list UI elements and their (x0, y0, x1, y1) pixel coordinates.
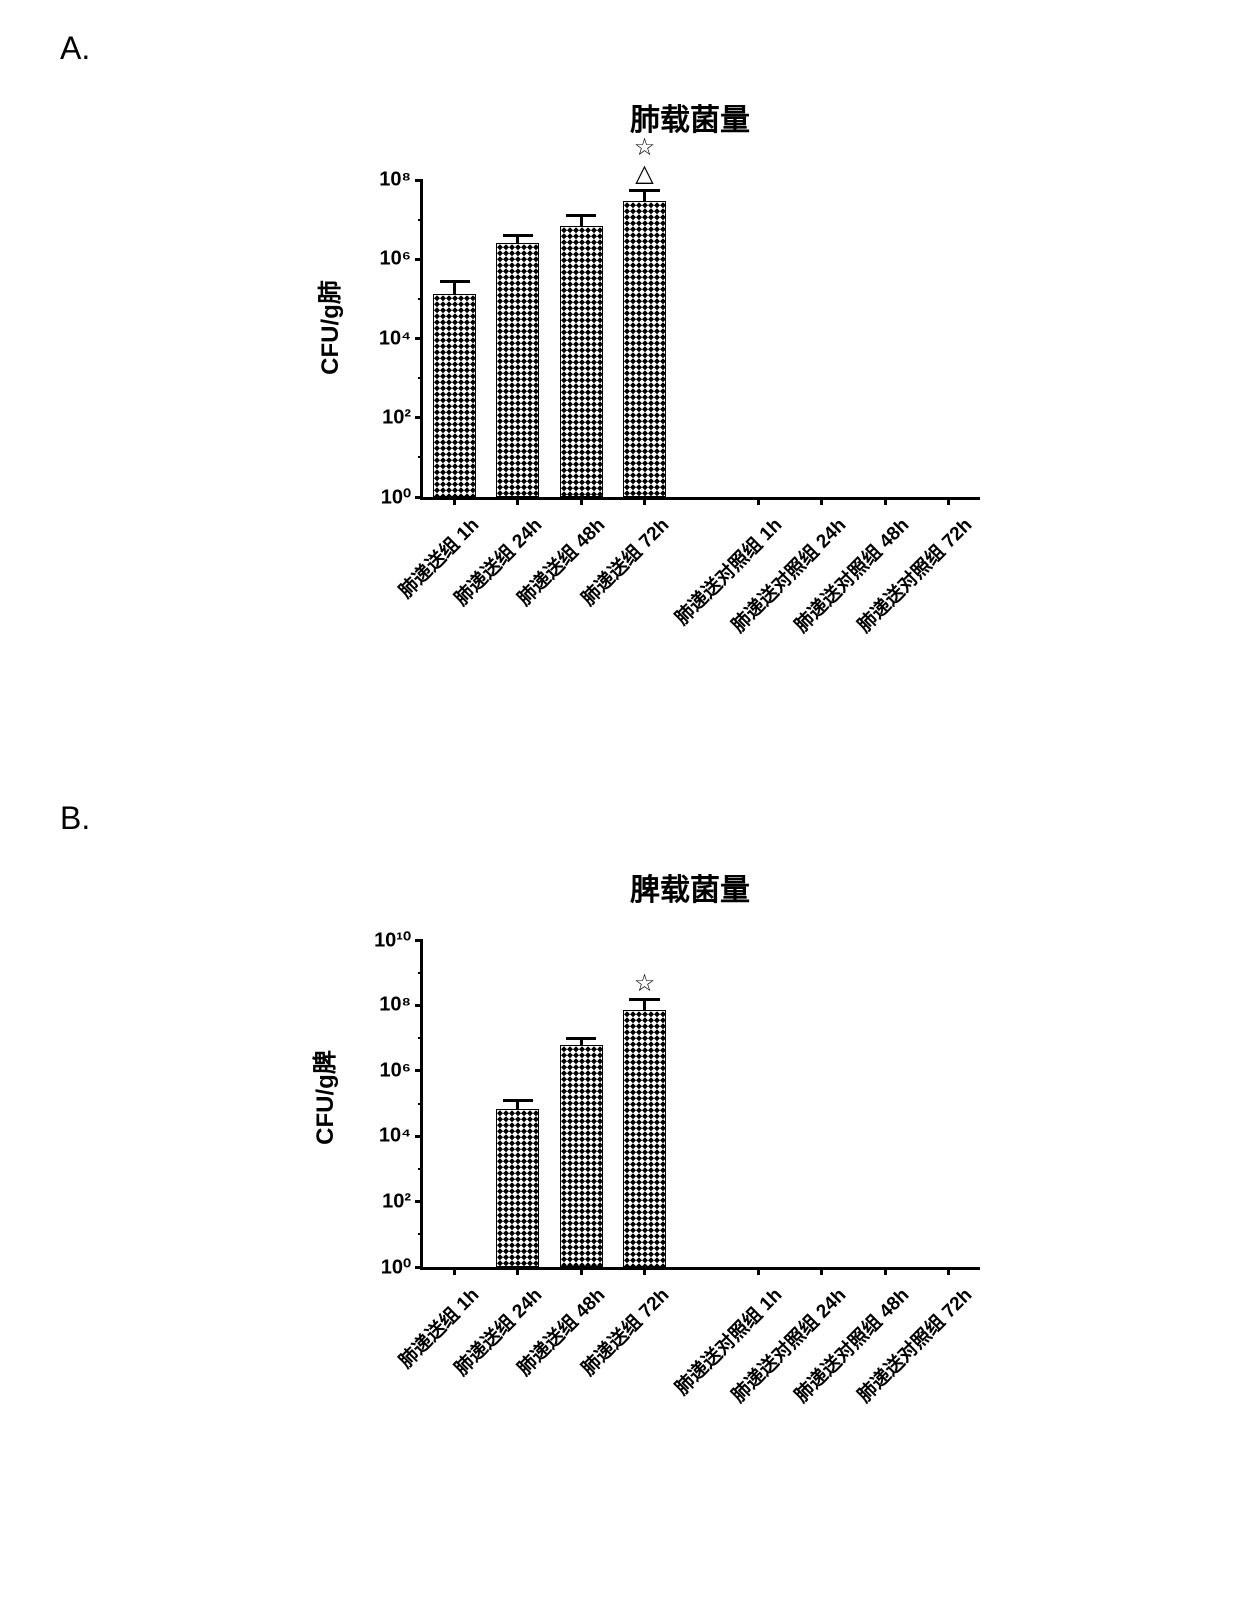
y-tick-label: 10¹⁰ (374, 928, 411, 953)
error-cap (629, 998, 659, 1001)
y-tick-label: 10⁸ (379, 169, 411, 192)
chart-a-plot: 10⁰10²10⁴10⁶10⁸肺递送组 1h肺递送组 24h肺递送组 48h肺递… (420, 180, 980, 500)
error-cap (566, 1037, 596, 1040)
x-tick (947, 497, 950, 505)
y-tick (415, 337, 423, 340)
chart-a-ylabel: CFU/g肺 (310, 280, 345, 375)
y-tick-minor (418, 456, 423, 458)
chart-b-plot: 10⁰10²10⁴10⁶10⁸10¹⁰肺递送组 1h肺递送组 24h肺递送组 4… (420, 940, 980, 1270)
x-tick (516, 497, 519, 505)
x-tick (580, 1267, 583, 1275)
y-tick-minor (418, 1037, 423, 1039)
y-tick-label: 10⁸ (379, 994, 411, 1017)
y-tick-label: 10⁴ (379, 1125, 411, 1148)
error-bar (580, 215, 583, 226)
panel-a-label: A. (60, 30, 90, 67)
y-tick-minor (418, 1103, 423, 1105)
y-tick (415, 258, 423, 261)
y-tick-minor (418, 298, 423, 300)
y-tick-minor (418, 1168, 423, 1170)
error-cap (629, 189, 659, 192)
x-tick (453, 1267, 456, 1275)
x-tick (820, 497, 823, 505)
x-tick (516, 1267, 519, 1275)
y-tick-label: 10⁴ (379, 327, 411, 350)
error-cap (503, 1099, 533, 1102)
y-tick-minor (418, 377, 423, 379)
y-tick (415, 1069, 423, 1072)
bar (433, 294, 476, 497)
y-tick (415, 416, 423, 419)
y-tick-label: 10⁶ (380, 248, 411, 271)
y-tick (415, 179, 423, 182)
bar (623, 1010, 666, 1267)
x-tick (453, 497, 456, 505)
panel-b-label: B. (60, 800, 90, 837)
chart-b-title: 脾载菌量 (330, 865, 1050, 909)
y-tick (415, 1004, 423, 1007)
y-tick-label: 10² (382, 1190, 411, 1213)
x-tick (820, 1267, 823, 1275)
bar (560, 1045, 603, 1267)
error-bar (643, 190, 646, 200)
chart-b: 脾载菌量 CFU/g脾 10⁰10²10⁴10⁶10⁸10¹⁰肺递送组 1h肺递… (330, 855, 1050, 1495)
y-tick-minor (418, 219, 423, 221)
y-tick-label: 10⁰ (381, 485, 411, 510)
x-tick (947, 1267, 950, 1275)
error-cap (440, 280, 470, 283)
bar (496, 1109, 539, 1267)
significance-marker: ☆ (634, 136, 656, 160)
chart-a: 肺载菌量 CFU/g肺 10⁰10²10⁴10⁶10⁸肺递送组 1h肺递送组 2… (330, 80, 1050, 700)
error-bar (643, 1000, 646, 1011)
bar (496, 243, 539, 497)
y-tick-minor (418, 1233, 423, 1235)
y-tick (415, 939, 423, 942)
error-cap (566, 214, 596, 217)
y-tick-label: 10⁰ (381, 1255, 411, 1280)
chart-b-ylabel: CFU/g脾 (305, 1050, 340, 1145)
error-bar (453, 281, 456, 294)
y-tick (415, 1266, 423, 1269)
x-tick (757, 497, 760, 505)
bar (623, 201, 666, 497)
x-tick (643, 497, 646, 505)
x-tick (884, 1267, 887, 1275)
x-tick (884, 497, 887, 505)
error-cap (503, 234, 533, 237)
x-tick (643, 1267, 646, 1275)
y-tick (415, 496, 423, 499)
x-tick (757, 1267, 760, 1275)
y-tick-label: 10⁶ (380, 1059, 411, 1082)
x-tick (580, 497, 583, 505)
y-tick-label: 10² (382, 406, 411, 429)
y-tick (415, 1135, 423, 1138)
significance-marker: ☆ (634, 972, 656, 996)
chart-a-title: 肺载菌量 (330, 95, 1050, 139)
significance-marker: △ (635, 162, 653, 186)
y-tick-minor (418, 972, 423, 974)
y-tick (415, 1200, 423, 1203)
bar (560, 226, 603, 497)
